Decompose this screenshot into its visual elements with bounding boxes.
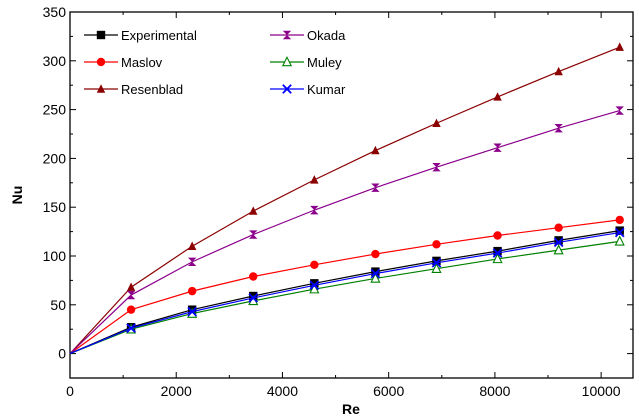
y-tick-label: 250 <box>43 102 67 118</box>
legend-marker <box>282 84 292 94</box>
legend-marker <box>282 30 292 40</box>
data-point <box>554 123 563 133</box>
data-point <box>309 280 320 291</box>
y-axis-ticks: 0 50 100 150 200 250 300 350 <box>43 4 633 362</box>
series-line <box>69 46 620 355</box>
series-line <box>69 219 620 355</box>
data-point <box>126 305 136 314</box>
data-point <box>432 240 441 249</box>
data-point <box>371 249 380 259</box>
data-point <box>615 42 624 51</box>
data-point <box>492 252 503 264</box>
legend-label: Maslov <box>121 55 163 70</box>
data-point <box>432 118 441 127</box>
data-point <box>249 272 258 281</box>
legend-marker <box>96 84 106 93</box>
data-point <box>615 215 624 225</box>
data-point <box>187 257 197 267</box>
legend-label: Muley <box>307 55 342 70</box>
data-point <box>310 260 319 269</box>
data-point <box>310 205 319 215</box>
data-point <box>431 257 442 268</box>
data-point <box>370 272 381 283</box>
data-point <box>554 236 563 245</box>
legend-marker <box>281 56 293 67</box>
data-point <box>493 143 502 152</box>
data-point <box>432 162 441 172</box>
data-point <box>493 231 502 240</box>
data-point <box>371 183 380 192</box>
legend-marker <box>96 57 106 67</box>
series-muley <box>69 235 625 355</box>
data-point <box>309 283 320 294</box>
data-point <box>554 223 563 232</box>
data-point <box>248 293 259 303</box>
legend-item: Okada <box>270 28 346 43</box>
plot-frame <box>69 11 634 379</box>
series-resenblad <box>69 42 624 355</box>
y-axis-title: Nu <box>9 186 25 205</box>
series-line <box>69 109 620 355</box>
data-point <box>249 206 258 215</box>
data-point <box>249 230 258 239</box>
x-tick-label: 0 <box>66 383 74 399</box>
legend-item: Resenblad <box>84 82 183 97</box>
x-axis-ticks: 0 2000 4000 6000 8000 10000 <box>66 12 621 399</box>
data-point <box>126 290 136 300</box>
data-point <box>310 175 319 184</box>
y-tick-label: 50 <box>50 297 66 313</box>
data-point <box>614 227 625 238</box>
data-point <box>187 241 197 250</box>
x-axis-title: Re <box>342 401 360 417</box>
legend-label: Resenblad <box>121 82 183 97</box>
legend-item: Maslov <box>84 55 163 70</box>
data-point <box>615 226 624 235</box>
data-point <box>371 145 380 155</box>
y-tick-label: 100 <box>43 248 67 264</box>
x-tick-label: 4000 <box>267 383 298 399</box>
data-point <box>187 306 197 317</box>
legend-item: Kumar <box>270 82 346 97</box>
legend-marker <box>96 30 106 40</box>
x-tick-label: 10000 <box>582 383 621 399</box>
data-point <box>126 323 136 334</box>
y-tick-label: 0 <box>58 346 66 362</box>
data-point <box>493 246 502 256</box>
legend-label: Kumar <box>307 82 346 97</box>
data-point <box>493 92 502 101</box>
x-tick-label: 2000 <box>161 383 192 399</box>
series-layer <box>69 42 625 355</box>
series-line <box>69 231 620 355</box>
legend-label: Okada <box>307 28 346 43</box>
data-point <box>432 256 441 266</box>
data-point <box>615 106 624 115</box>
legend: Experimental Okada Maslov Muley Resenblad Kum… <box>84 28 346 97</box>
data-point <box>492 248 503 258</box>
data-point <box>126 282 136 291</box>
data-point <box>553 244 564 255</box>
data-point <box>187 286 197 296</box>
legend-item: Muley <box>270 55 342 70</box>
series-line <box>69 230 620 355</box>
data-point <box>553 237 564 248</box>
y-tick-label: 350 <box>43 4 67 20</box>
series-line <box>69 240 620 355</box>
legend-item: Experimental <box>84 28 197 43</box>
data-point <box>370 268 381 279</box>
series-kumar <box>69 227 625 355</box>
y-tick-label: 300 <box>43 53 67 69</box>
data-point <box>614 235 625 246</box>
data-point <box>371 267 380 276</box>
data-point <box>431 262 442 273</box>
series-maslov <box>69 215 624 355</box>
legend-label: Experimental <box>121 28 197 43</box>
y-tick-label: 150 <box>43 199 67 215</box>
data-point <box>554 66 563 76</box>
x-tick-label: 6000 <box>373 383 404 399</box>
series-okada <box>69 106 624 355</box>
x-tick-label: 8000 <box>479 383 510 399</box>
y-tick-label: 200 <box>43 150 67 166</box>
